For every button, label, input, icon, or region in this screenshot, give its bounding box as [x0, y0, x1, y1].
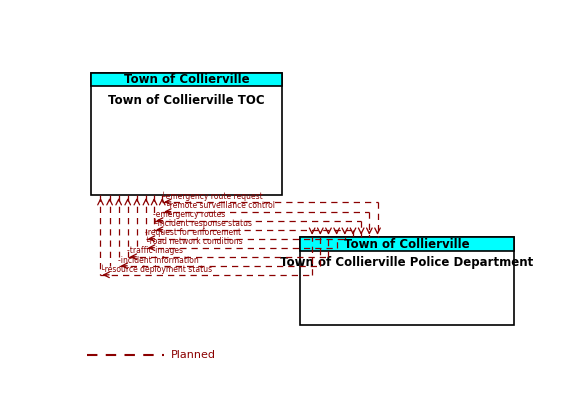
- Text: └road network conditions: └road network conditions: [145, 238, 243, 246]
- Bar: [91, 73, 282, 86]
- Text: └emergency route request: └emergency route request: [161, 191, 263, 201]
- Text: └resource deployment status: └resource deployment status: [100, 264, 212, 274]
- Text: -emergency routes: -emergency routes: [153, 210, 226, 219]
- Text: Town of Collierville TOC: Town of Collierville TOC: [108, 94, 265, 108]
- Text: -traffic images: -traffic images: [127, 246, 183, 256]
- Text: -incident information: -incident information: [118, 256, 199, 264]
- Bar: [91, 73, 282, 195]
- Bar: [300, 238, 514, 325]
- Text: Town of Collierville Police Department: Town of Collierville Police Department: [281, 256, 534, 269]
- Text: └incident response status: └incident response status: [153, 219, 252, 228]
- Text: └remote surveillance control: └remote surveillance control: [165, 201, 274, 210]
- Text: Planned: Planned: [171, 350, 216, 360]
- Text: -request for enforcement: -request for enforcement: [145, 228, 241, 238]
- Text: Town of Collierville: Town of Collierville: [124, 73, 250, 86]
- Text: Town of Collierville: Town of Collierville: [344, 238, 470, 251]
- Bar: [300, 238, 514, 251]
